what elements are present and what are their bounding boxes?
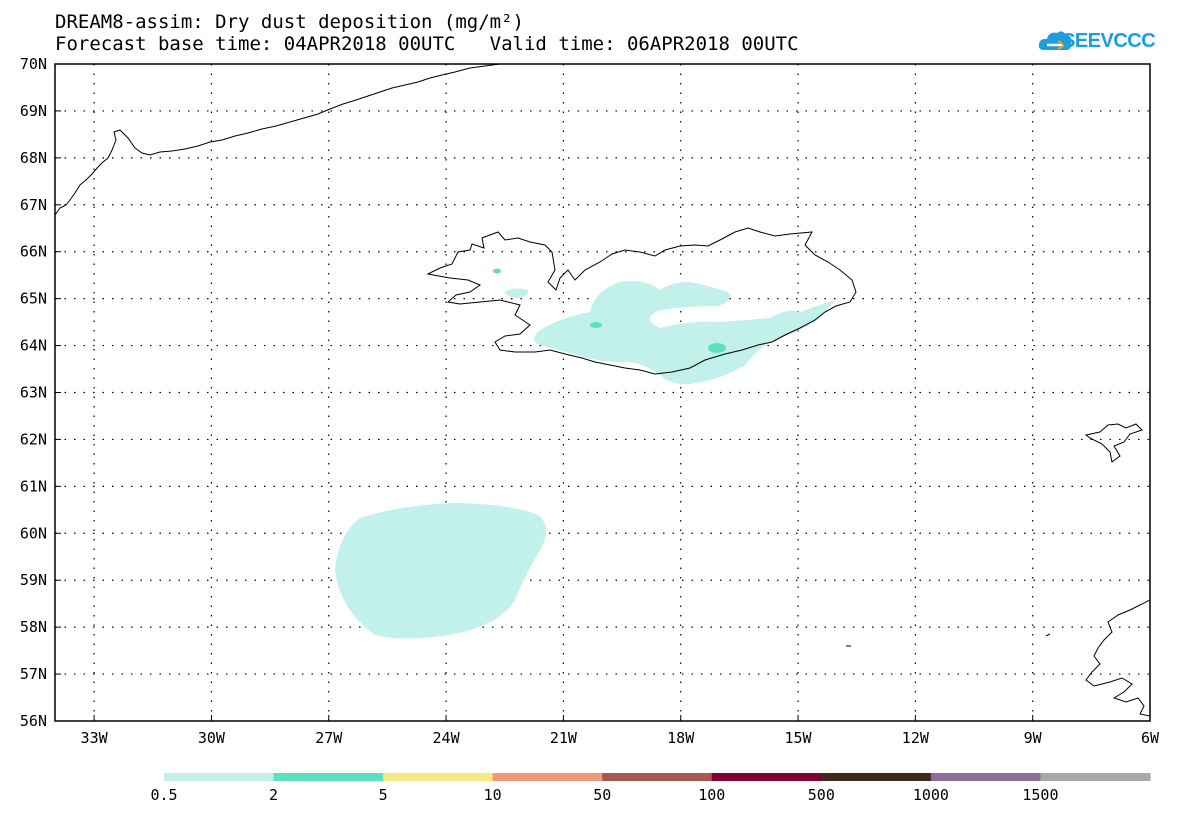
deposition-hotspot-west — [590, 322, 602, 328]
legend-swatch — [602, 773, 713, 781]
legend-swatch — [1040, 773, 1151, 781]
grid-lines — [55, 63, 1151, 722]
iceland-coastline — [426, 227, 857, 375]
longitude-label: 30W — [198, 729, 226, 747]
map-title: DREAM8-assim: Dry dust deposition (mg/m²… — [55, 11, 524, 33]
longitude-label: 21W — [550, 729, 578, 747]
color-legend — [164, 773, 1151, 781]
longitude-label: 27W — [315, 729, 343, 747]
longitude-label: 12W — [902, 729, 930, 747]
scotland-coastline — [1085, 599, 1150, 717]
latitude-label: 67N — [20, 196, 47, 214]
longitude-label: 33W — [81, 729, 109, 747]
latitude-label: 66N — [20, 243, 47, 261]
deposition-area-south-atlantic — [335, 503, 546, 639]
legend-label: 2 — [269, 786, 279, 804]
legend-swatch — [383, 773, 494, 781]
legend-label: 0.5 — [150, 786, 178, 804]
deposition-hotspot-south — [708, 343, 726, 353]
longitude-labels: 33W 30W 27W 24W 21W 18W 15W 12W 9W 6W — [81, 729, 1160, 747]
deposition-area-iceland — [534, 281, 835, 385]
legend-label: 1500 — [1022, 786, 1059, 804]
logo-text: SEEVCCC — [1062, 30, 1156, 52]
legend-swatch — [711, 773, 822, 781]
latitude-label: 68N — [20, 149, 47, 167]
legend-swatch — [492, 773, 603, 781]
deposition-hotspot-north — [493, 268, 501, 274]
latitude-label: 56N — [20, 712, 47, 730]
latitude-label: 65N — [20, 290, 47, 308]
legend-label: 100 — [698, 786, 726, 804]
latitude-label: 69N — [20, 102, 47, 120]
legend-label: 10 — [483, 786, 502, 804]
legend-swatch — [164, 773, 275, 781]
longitude-label: 9W — [1024, 729, 1043, 747]
legend-label: 5 — [378, 786, 388, 804]
latitude-label: 64N — [20, 337, 47, 355]
latitude-label: 63N — [20, 384, 47, 402]
latitude-label: 60N — [20, 524, 47, 542]
latitude-label: 70N — [20, 55, 47, 73]
legend-swatch — [273, 773, 384, 781]
cloud-icon — [1038, 31, 1072, 50]
legend-label: 1000 — [912, 786, 949, 804]
legend-swatch — [821, 773, 932, 781]
latitude-label: 62N — [20, 430, 47, 448]
longitude-label: 24W — [433, 729, 461, 747]
faroe-islands-coastline — [1084, 423, 1143, 463]
latitude-label: 58N — [20, 618, 47, 636]
longitude-label: 6W — [1141, 729, 1160, 747]
greenland-coastline — [55, 64, 504, 216]
longitude-label: 15W — [784, 729, 812, 747]
map-frame — [54, 63, 1151, 722]
longitude-label: 18W — [667, 729, 695, 747]
latitude-label: 57N — [20, 665, 47, 683]
legend-label: 50 — [593, 786, 612, 804]
map-subtitle: Forecast base time: 04APR2018 00UTC Vali… — [55, 33, 799, 55]
small-island — [1045, 633, 1051, 637]
latitude-label: 59N — [20, 571, 47, 589]
latitude-label: 61N — [20, 477, 47, 495]
legend-label: 500 — [807, 786, 835, 804]
legend-swatch — [930, 773, 1041, 781]
deposition-area-iceland-northwest — [505, 288, 529, 298]
latitude-labels: 70N 69N 68N 67N 66N 65N 64N 63N 62N 61N 60N 59N 58N 5… — [20, 55, 47, 730]
